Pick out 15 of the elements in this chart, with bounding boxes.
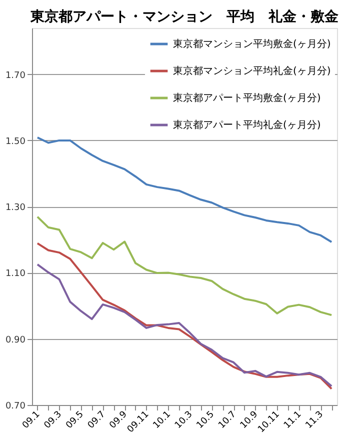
legend-label: 東京都アパート平均礼金(ヶ月分) (173, 119, 321, 131)
line-series (36, 136, 333, 243)
y-tick-label: 0.90 (5, 335, 26, 346)
y-tick-label: 1.70 (5, 70, 26, 81)
line-series (36, 263, 333, 388)
line-series (36, 216, 333, 316)
line-series (36, 242, 333, 390)
legend-label: 東京都マンション平均礼金(ヶ月分) (173, 65, 331, 77)
y-tick-label: 1.10 (5, 269, 26, 280)
y-tick-label: 1.50 (5, 136, 26, 147)
chart-title: 東京都アパート・マンション 平均 礼金・敷金 (30, 8, 340, 25)
legend-label: 東京都マンション平均敷金(ヶ月分) (173, 38, 331, 50)
y-tick-label: 1.30 (5, 203, 26, 214)
y-tick-label: 0.70 (5, 402, 26, 412)
legend-label: 東京都アパート平均敷金(ヶ月分) (173, 92, 321, 104)
